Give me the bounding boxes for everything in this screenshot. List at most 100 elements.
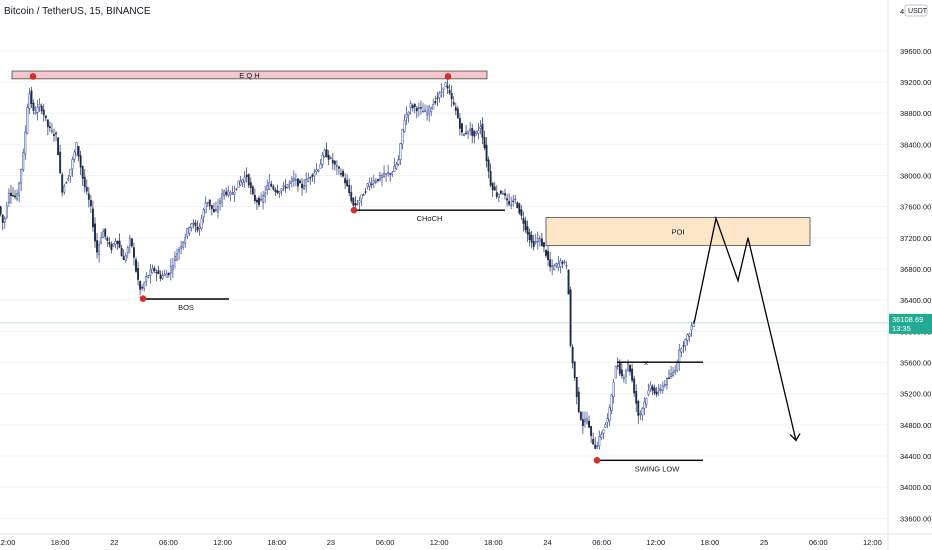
candle-body xyxy=(454,107,457,111)
candle-body xyxy=(278,191,281,194)
candle-body xyxy=(69,168,72,177)
time-tick-label: 18:00 xyxy=(267,538,286,547)
candle-body xyxy=(415,107,418,112)
price-tick-label: 37600.00 xyxy=(900,203,931,212)
poi-zone[interactable] xyxy=(545,217,811,247)
candle-body xyxy=(1,214,4,223)
candle-body xyxy=(680,348,683,353)
candle-body xyxy=(18,182,21,196)
candle-body xyxy=(249,182,252,189)
candle-body xyxy=(77,146,80,157)
candle-body xyxy=(356,203,359,205)
candle-body xyxy=(461,123,463,133)
candle-body xyxy=(489,171,492,186)
candle-body xyxy=(567,269,570,295)
candle-body xyxy=(678,349,681,363)
candle-body xyxy=(543,242,545,248)
candle-body xyxy=(639,413,642,416)
price-tick-label: 38000.00 xyxy=(900,171,931,180)
candle-body xyxy=(225,191,228,195)
candle-body xyxy=(186,228,189,237)
time-tick-label: 12:00 xyxy=(213,538,232,547)
candle-body xyxy=(467,130,470,134)
candle-body xyxy=(473,130,476,137)
candle-body xyxy=(145,276,148,282)
candle-body xyxy=(649,385,652,390)
candle-body xyxy=(110,244,113,251)
candle-body xyxy=(672,371,675,376)
candle-body xyxy=(647,390,650,395)
candle-body xyxy=(424,109,427,112)
candle-body xyxy=(262,195,265,203)
candle-body xyxy=(303,185,306,190)
candle-body xyxy=(124,255,127,262)
candle-body xyxy=(36,107,39,113)
candle-body xyxy=(157,270,160,275)
poi-label: POI xyxy=(672,228,685,237)
candle-body xyxy=(432,104,435,110)
candle-body xyxy=(118,240,121,248)
candle-body xyxy=(465,132,468,135)
candle-body xyxy=(3,218,6,223)
annotation-zones[interactable]: E Q H POI xyxy=(11,70,811,247)
current-price-tag[interactable] xyxy=(889,313,932,334)
time-tick-label: 06:00 xyxy=(809,538,828,547)
candle-body xyxy=(563,261,566,263)
candle-body xyxy=(557,263,560,268)
time-tick-label: 24 xyxy=(543,538,551,547)
candle-body xyxy=(10,192,12,197)
time-axis[interactable]: 12:00 18:00 22 06:00 12:00 18:00 23 06:00 12:00 1… xyxy=(0,533,932,547)
candle-body xyxy=(376,178,379,181)
candle-body xyxy=(358,200,361,203)
candle-body xyxy=(499,190,502,194)
eqh-zone[interactable] xyxy=(11,70,488,80)
candle-body xyxy=(167,272,170,275)
price-tick-label: 39200.00 xyxy=(900,78,931,87)
candle-body xyxy=(309,177,312,179)
candle-body xyxy=(420,107,422,109)
candle-body xyxy=(653,387,656,394)
candle-body xyxy=(565,264,568,267)
candle-body xyxy=(666,378,668,386)
candle-body xyxy=(89,200,92,207)
pivot-marker xyxy=(444,73,452,80)
candle-body xyxy=(286,184,289,188)
candle-body xyxy=(637,400,640,416)
candle-body xyxy=(143,282,146,289)
currency-badge[interactable] xyxy=(904,4,928,17)
candle-body xyxy=(522,218,525,224)
candle-body xyxy=(176,253,178,261)
time-tick-label: 06:00 xyxy=(592,538,611,547)
candle-body xyxy=(598,436,601,447)
candle-body xyxy=(534,241,537,243)
price-tick-label: 34000.00 xyxy=(900,483,931,492)
candle-body xyxy=(315,169,318,172)
candle-body xyxy=(163,273,166,276)
candle-body xyxy=(690,325,693,331)
time-tick-label: 12:00 xyxy=(430,538,449,547)
candle-body xyxy=(100,237,103,244)
price-tick-label: 39600.00 xyxy=(900,47,931,56)
candle-body xyxy=(40,105,43,112)
candle-body xyxy=(313,172,316,177)
x-label: x xyxy=(644,358,648,367)
candle-body xyxy=(438,93,441,98)
candle-body xyxy=(608,407,611,421)
candle-body xyxy=(622,377,625,379)
candle-body xyxy=(268,182,271,190)
candle-body xyxy=(200,218,203,229)
price-tick-label: 35600.00 xyxy=(900,359,931,368)
price-tick-label: 36800.00 xyxy=(900,265,931,274)
candle-body xyxy=(475,131,478,134)
candle-body xyxy=(206,201,209,204)
annotation-levels[interactable]: BOS CHoCH SWING LOW x xyxy=(143,209,703,473)
candle-body xyxy=(83,176,86,188)
candle-body xyxy=(688,333,691,337)
candle-body xyxy=(643,401,646,409)
candle-body xyxy=(635,391,638,404)
symbol-title[interactable]: Bitcoin / TetherUS, 15, BINANCE xyxy=(4,6,151,17)
candle-body xyxy=(631,368,634,381)
candle-body xyxy=(141,287,144,289)
